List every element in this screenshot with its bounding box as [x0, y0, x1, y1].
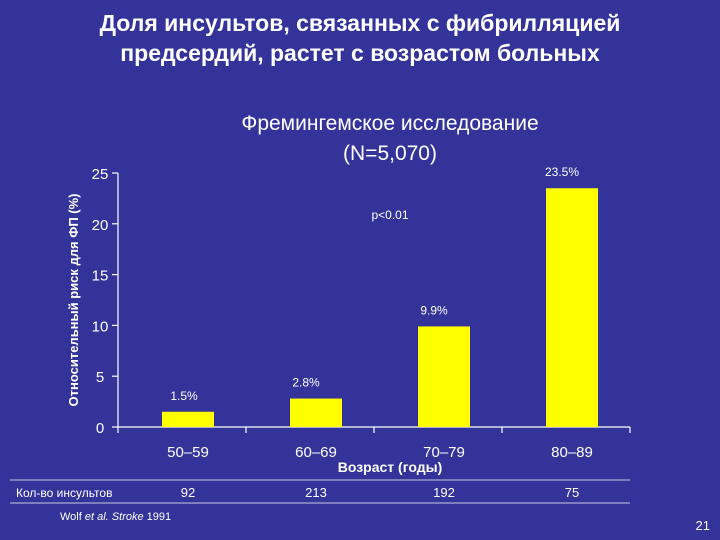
citation-author: Wolf — [60, 511, 82, 523]
y-tick-label: 10 — [92, 318, 109, 335]
table-row-label: Кол-во инсультов — [16, 486, 112, 500]
bar — [290, 398, 342, 427]
table-cell: 192 — [433, 485, 455, 500]
bar — [162, 411, 214, 427]
data-label: 2.8% — [292, 376, 320, 390]
x-tick-label: 50–59 — [167, 444, 209, 461]
chart-title-line-2: (N=5,070) — [343, 142, 437, 165]
citation-journal: Stroke — [111, 511, 144, 523]
data-label: 9.9% — [420, 303, 448, 317]
slide-title: Доля инсультов, связанных с фибрилляцией… — [99, 10, 621, 66]
citation-etal: et al. — [84, 511, 109, 523]
y-tick-label: 5 — [96, 369, 104, 386]
x-tick-label: 80–89 — [551, 444, 593, 461]
y-tick-label: 20 — [92, 217, 109, 234]
page-number: 21 — [695, 518, 710, 533]
table-cell: 92 — [181, 485, 195, 500]
data-label: 23.5% — [545, 165, 579, 179]
table-cell: 75 — [565, 485, 579, 500]
chart-title-line-1: Фремингемское исследование — [241, 112, 538, 135]
y-tick-label: 0 — [96, 420, 104, 437]
bar — [418, 326, 470, 427]
x-tick-label: 60–69 — [295, 444, 337, 461]
y-tick-label: 15 — [92, 268, 109, 285]
citation: Wolf et al. Stroke 1991 — [60, 511, 171, 523]
y-tick-label: 25 — [92, 166, 109, 183]
citation-year: 1991 — [146, 511, 172, 523]
y-axis-label: Относительный риск для ФП (%) — [66, 194, 81, 407]
x-axis-label: Возраст (годы) — [338, 459, 443, 475]
table-cell: 213 — [305, 485, 327, 500]
data-label: 1.5% — [170, 389, 198, 403]
p-value-annotation: p<0.01 — [371, 208, 408, 222]
x-tick-label: 70–79 — [423, 444, 465, 461]
bar — [546, 188, 598, 427]
